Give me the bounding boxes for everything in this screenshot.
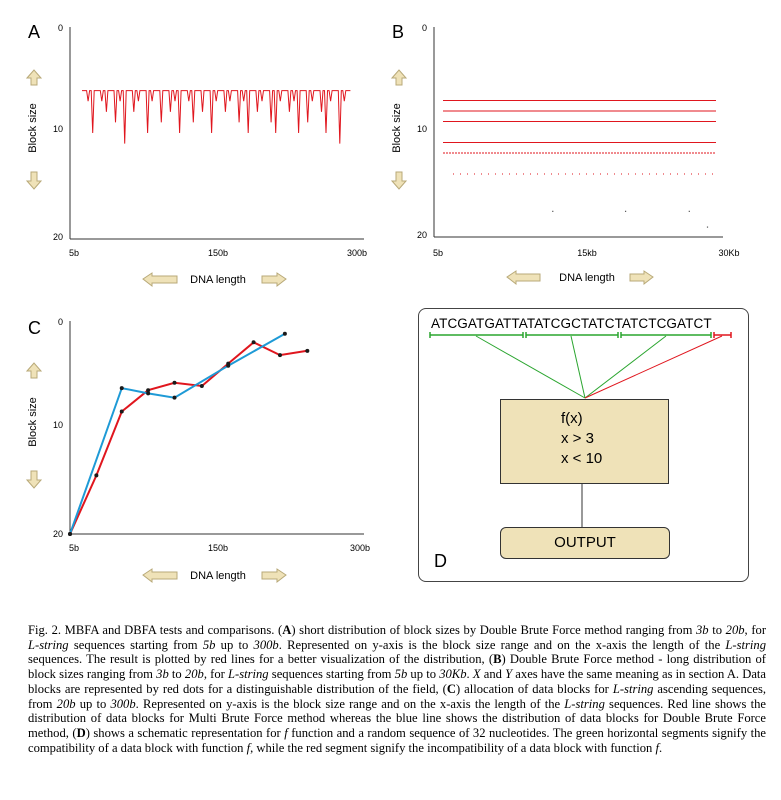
c-blue-series-line xyxy=(69,332,286,535)
c-blue-series-point xyxy=(282,331,287,336)
compatible-segments xyxy=(429,332,712,338)
axis-a xyxy=(69,27,364,240)
a-xtick-5b: 5b xyxy=(69,248,79,258)
c-xtick-300b: 300b xyxy=(350,543,370,553)
function-line-1: f(x) xyxy=(561,410,583,427)
b-xtick-5b: 5b xyxy=(433,248,443,258)
connector-lines xyxy=(475,335,723,527)
b-ytick-0: 0 xyxy=(422,23,427,33)
panel-label-a: A xyxy=(28,22,41,42)
c-up-arrow-icon xyxy=(25,362,43,379)
output-box: OUTPUT xyxy=(500,527,670,559)
figure-caption: Fig. 2. MBFA and DBFA tests and comparis… xyxy=(28,623,767,755)
c-ytick-20: 20 xyxy=(53,529,63,539)
c-xtick-5b: 5b xyxy=(69,543,79,553)
b-up-arrow-icon xyxy=(390,69,408,86)
c-red-series-line xyxy=(69,341,308,535)
c-blue-series-point xyxy=(226,363,231,368)
a-up-arrow-icon xyxy=(25,69,43,86)
b-data-dot xyxy=(688,210,690,212)
c-xtick-150b: 150b xyxy=(208,543,228,553)
function-line-2: x > 3 xyxy=(561,430,594,447)
b-right-arrow-icon xyxy=(629,270,654,286)
c-red-series-point xyxy=(119,409,124,414)
b-ytick-10: 10 xyxy=(417,124,427,134)
c-red-series-point xyxy=(251,340,256,345)
panel-label-c: C xyxy=(28,318,41,338)
b-data-dot xyxy=(552,210,554,212)
panel-a-chart: 0 10 20 5b 150b 300b Block size DNA leng… xyxy=(25,23,367,288)
panel-d-diagram xyxy=(429,332,732,527)
function-line-3: x < 10 xyxy=(561,450,603,467)
c-red-series-point xyxy=(172,380,177,385)
c-down-arrow-icon xyxy=(25,470,43,489)
c-ylabel: Block size xyxy=(27,397,39,447)
nucleotide-sequence: ATCGATGATTATATCGCTATCTATCTCGATCT xyxy=(431,316,712,331)
c-red-series-point xyxy=(146,388,151,393)
c-xlabel: DNA length xyxy=(190,570,246,582)
c-red-series-point xyxy=(94,473,99,478)
b-left-arrow-icon xyxy=(506,270,541,286)
axis-b xyxy=(433,27,723,238)
c-ytick-10: 10 xyxy=(53,420,63,430)
b-xtick-30kb: 30Kb xyxy=(718,248,739,258)
axis-c xyxy=(69,321,364,535)
b-ylabel: Block size xyxy=(391,103,403,153)
panel-label-b: B xyxy=(392,22,405,42)
c-blue-series-point xyxy=(119,386,124,391)
c-series-marks xyxy=(68,331,310,536)
function-box: f(x) x > 3 x < 10 xyxy=(500,399,669,484)
a-series-line xyxy=(82,90,351,144)
a-xtick-300b: 300b xyxy=(347,248,367,258)
b-xtick-15kb: 15kb xyxy=(577,248,597,258)
b-down-arrow-icon xyxy=(390,171,408,190)
b-data-dot xyxy=(706,226,709,228)
c-red-series-point xyxy=(277,353,282,358)
a-ytick-10: 10 xyxy=(53,124,63,134)
b-data-dot xyxy=(624,210,627,212)
a-right-arrow-icon xyxy=(261,272,287,288)
c-ytick-0: 0 xyxy=(58,317,63,327)
panel-label-d: D xyxy=(434,551,447,571)
c-blue-series-point xyxy=(68,532,72,536)
a-ytick-0: 0 xyxy=(58,23,63,33)
c-blue-series-point xyxy=(146,391,151,396)
c-left-arrow-icon xyxy=(142,568,178,584)
a-xtick-150b: 150b xyxy=(208,248,228,258)
c-right-arrow-icon xyxy=(261,568,287,584)
a-left-arrow-icon xyxy=(142,272,178,288)
c-red-series-point xyxy=(305,348,310,353)
a-down-arrow-icon xyxy=(25,171,43,190)
panel-b-chart: 0 10 20 5b 15kb 30Kb Block size DNA leng… xyxy=(390,23,740,286)
b-xlabel: DNA length xyxy=(559,272,615,284)
a-ylabel: Block size xyxy=(27,103,39,153)
b-series-marks xyxy=(443,100,716,228)
a-ytick-20: 20 xyxy=(53,232,63,242)
panel-c-chart: 0 10 20 5b 150b 300b Block size DNA leng… xyxy=(25,317,370,584)
incompatible-segment xyxy=(713,332,732,338)
b-ytick-20: 20 xyxy=(417,230,427,240)
a-xlabel: DNA length xyxy=(190,274,246,286)
c-blue-series-point xyxy=(172,395,177,400)
panel-d-frame xyxy=(418,308,749,582)
c-red-series-point xyxy=(199,383,204,388)
